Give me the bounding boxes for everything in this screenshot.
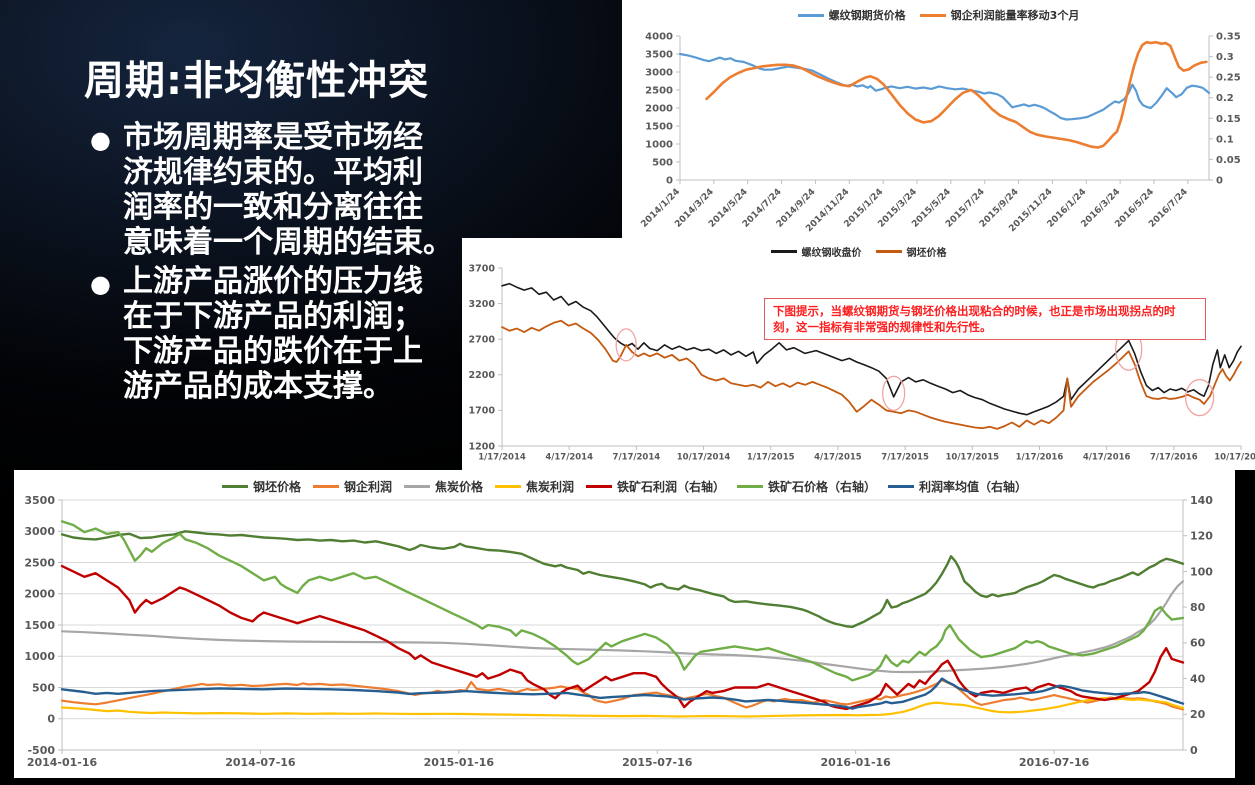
svg-text:0.35: 0.35 [1216,32,1241,43]
chart-plot-rebar-futures: 0 500 1000 1500 2000 2500 3000 3500 4000 0 0.05 0.1… [639,32,1241,235]
svg-text:2015-01-16: 2015-01-16 [424,756,495,769]
svg-text:1/17/2015: 1/17/2015 [747,453,795,463]
svg-text:0.25: 0.25 [1216,73,1241,84]
svg-text:500: 500 [652,158,673,169]
svg-text:0.2: 0.2 [1216,93,1234,104]
svg-text:10/17/2014: 10/17/2014 [677,453,731,463]
svg-text:1500: 1500 [24,619,55,632]
chart-rebar-close-vs-billet: 螺纹钢收盘价 钢坯价格 1200 1700 2200 2700 3200 3700 1/17/… [462,238,1255,470]
svg-text:3500: 3500 [645,50,673,61]
bullet-marker-icon: ● [90,126,111,154]
slide-title: 周期:非均衡性冲突 [84,58,429,104]
svg-text:100: 100 [1190,565,1213,578]
svg-text:3000: 3000 [645,68,673,79]
chart-rebar-futures-vs-profit-momentum: 螺纹钢期货价格 钢企利润能量率移动3个月 0 500 1000 1500 2000 2500… [622,0,1255,238]
svg-text:2000: 2000 [24,588,55,601]
svg-text:10/17/2016: 10/17/2016 [1214,453,1255,463]
svg-text:0: 0 [47,713,55,726]
bullet-item: ● 市场周期率是受市场经 济规律约束的。平均利 润率的一致和分离往往 意味着一个… [84,120,484,260]
svg-text:7/17/2014: 7/17/2014 [613,453,661,463]
chart-multi-commodity-prices-profits: 钢坯价格 钢企利润 焦炭价格 焦炭利润 铁矿石利润（右轴） 铁矿石价格（右轴） 利润率均值（… [14,470,1235,778]
svg-text:0.1: 0.1 [1216,134,1234,145]
svg-text:140: 140 [1190,494,1213,507]
svg-text:2016-07-16: 2016-07-16 [1019,756,1090,769]
bullet-text: 上游产品涨价的压力线 在于下游产品的利润； 下游产品的跌价在于上 游产品的成本支… [122,264,423,404]
svg-text:60: 60 [1190,637,1206,650]
svg-text:2500: 2500 [24,556,55,569]
svg-text:500: 500 [32,681,55,694]
svg-text:1000: 1000 [24,650,55,663]
svg-text:7/17/2016: 7/17/2016 [1150,453,1198,463]
svg-text:2200: 2200 [469,370,496,381]
svg-text:-500: -500 [27,744,55,757]
svg-text:3200: 3200 [469,299,496,310]
bullet-item: ● 上游产品涨价的压力线 在于下游产品的利润； 下游产品的跌价在于上 游产品的成… [84,264,484,404]
svg-text:4/17/2015: 4/17/2015 [814,453,862,463]
svg-text:3000: 3000 [24,525,55,538]
svg-text:1200: 1200 [469,441,496,452]
svg-text:0.05: 0.05 [1216,155,1241,166]
svg-text:4000: 4000 [645,32,673,43]
svg-text:0: 0 [666,176,673,187]
svg-text:2014-07-16: 2014-07-16 [225,756,296,769]
svg-text:1000: 1000 [645,140,673,151]
svg-text:3700: 3700 [469,263,496,274]
svg-text:80: 80 [1190,601,1206,614]
svg-text:0.3: 0.3 [1216,52,1234,63]
svg-text:2700: 2700 [469,335,496,346]
svg-text:40: 40 [1190,672,1206,685]
svg-text:2014-01-16: 2014-01-16 [27,756,98,769]
svg-text:2500: 2500 [645,86,673,97]
svg-text:2015-07-16: 2015-07-16 [622,756,693,769]
slide-text-block: 周期:非均衡性冲突 ● 市场周期率是受市场经 济规律约束的。平均利 润率的一致和… [84,48,484,408]
svg-text:10/17/2015: 10/17/2015 [946,453,1000,463]
svg-text:20: 20 [1190,708,1206,721]
bullet-text: 市场周期率是受市场经 济规律约束的。平均利 润率的一致和分离往往 意味着一个周期… [122,120,453,260]
svg-text:120: 120 [1190,530,1213,543]
annotation-box: 下图提示，当螺纹钢期货与钢坯价格出现粘合的时候，也正是市场出现拐点的时刻，这一指… [764,298,1206,341]
svg-text:4/17/2014: 4/17/2014 [545,453,593,463]
svg-text:2000: 2000 [645,104,673,115]
svg-text:1500: 1500 [645,122,673,133]
svg-text:0: 0 [1216,176,1223,187]
svg-text:4/17/2016: 4/17/2016 [1083,453,1131,463]
svg-text:1/17/2016: 1/17/2016 [1016,453,1064,463]
svg-text:0.15: 0.15 [1216,114,1241,125]
svg-text:3500: 3500 [24,494,55,507]
chart-plot-multi-commodity: -500 0 500 1000 1500 2000 2500 3000 3500 0 20 40 60 8… [24,494,1213,769]
chart-plot-rebar-billet: 1200 1700 2200 2700 3200 3700 1/17/2014 4/17/20… [469,263,1255,463]
svg-text:0: 0 [1190,744,1198,757]
svg-text:1700: 1700 [469,406,496,417]
bullet-marker-icon: ● [90,270,111,298]
svg-text:2016-01-16: 2016-01-16 [820,756,891,769]
svg-text:7/17/2015: 7/17/2015 [881,453,929,463]
svg-text:1/17/2014: 1/17/2014 [478,453,526,463]
